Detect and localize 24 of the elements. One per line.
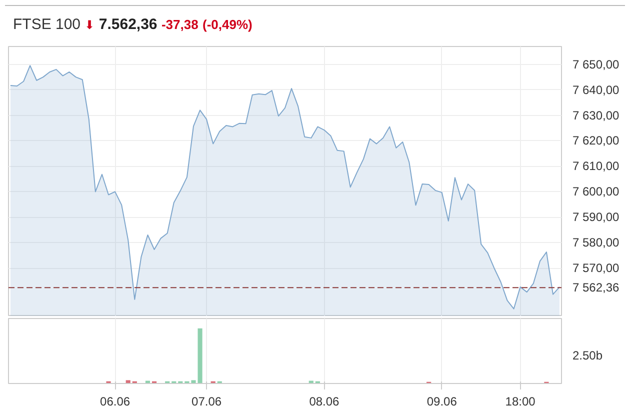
chart-title: FTSE 100: [13, 16, 81, 33]
ref-line-label: 7 562,36: [572, 280, 620, 295]
y-tick-label: 7 610,00: [572, 159, 620, 174]
text: ⬇: [84, 18, 95, 32]
bar: [145, 380, 150, 384]
text: 7.562,36: [98, 16, 158, 33]
bar: [126, 380, 130, 384]
y-tick-label: 7 570,00: [572, 261, 620, 276]
y-tick-label: 7 580,00: [572, 236, 620, 250]
x-tick-label: 09.06: [426, 394, 458, 408]
y-tick-label: 7 640,00: [572, 82, 620, 97]
bar: [308, 380, 314, 384]
x-tick-label: 18:00: [505, 394, 536, 408]
x-tick-label: 08.06: [309, 394, 340, 408]
y-tick-label: 7 650,00: [572, 57, 620, 72]
y-tick-label: 7 630,00: [572, 108, 620, 122]
y-tick-label: 7 600,00: [572, 184, 620, 199]
x-tick-label: 06.06: [100, 394, 130, 408]
y-tick-label: 7 620,00: [572, 134, 620, 148]
y-tick-label: 7 590,00: [572, 210, 620, 224]
x-tick-label: 07.06: [192, 394, 222, 408]
text: (-0,49%): [202, 17, 252, 32]
text: 2.50b: [572, 348, 603, 363]
text: -37,38: [161, 17, 198, 32]
